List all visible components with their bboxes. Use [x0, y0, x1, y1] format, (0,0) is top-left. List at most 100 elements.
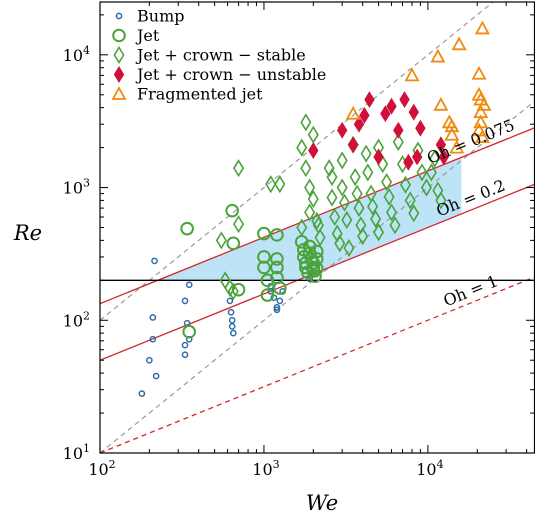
data-point — [323, 159, 335, 178]
data-point — [304, 203, 316, 222]
data-point — [138, 390, 146, 397]
data-point — [403, 153, 414, 171]
data-point — [474, 129, 490, 143]
series-5 — [345, 20, 492, 154]
data-point — [347, 136, 359, 154]
data-point — [357, 227, 369, 246]
data-point — [265, 175, 277, 194]
legend-marker — [113, 45, 125, 65]
legend-label: Jet — [135, 26, 160, 45]
data-point — [267, 288, 275, 295]
data-point — [444, 118, 460, 133]
y-tick-label: 104 — [63, 44, 90, 65]
data-point — [181, 351, 189, 359]
data-point — [343, 239, 355, 258]
data-point — [185, 281, 193, 289]
data-point — [226, 236, 241, 251]
data-point — [226, 297, 234, 305]
data-point — [307, 189, 319, 209]
data-point — [233, 215, 245, 234]
legend-label: Jet + crown − stable — [135, 46, 306, 65]
series-2 — [180, 203, 324, 339]
data-point — [146, 356, 153, 364]
data-point — [433, 96, 449, 111]
data-point — [307, 125, 319, 144]
data-point — [181, 297, 189, 305]
data-point — [314, 228, 326, 247]
data-point — [399, 175, 412, 194]
data-point — [353, 115, 365, 133]
data-point — [149, 314, 157, 321]
data-point — [399, 91, 410, 109]
data-point — [359, 106, 370, 124]
data-point — [438, 148, 449, 166]
data-point — [386, 97, 397, 115]
data-point — [351, 184, 363, 203]
data-point — [181, 341, 189, 349]
data-point — [451, 36, 467, 51]
data-point — [152, 372, 160, 380]
data-point — [404, 67, 420, 82]
data-point — [260, 273, 275, 288]
data-point — [225, 203, 239, 218]
data-point — [309, 252, 324, 266]
legend-marker — [113, 66, 125, 83]
data-point — [404, 191, 416, 210]
y-tick-label: 102 — [63, 309, 90, 330]
data-point — [416, 163, 428, 182]
data-point — [228, 322, 236, 330]
y-axis-label: Re — [13, 221, 42, 245]
data-point — [309, 244, 324, 259]
data-point — [444, 126, 460, 141]
data-point — [309, 261, 324, 276]
x-axis-label: We — [306, 491, 338, 515]
data-point — [227, 282, 239, 301]
data-point — [408, 103, 419, 121]
oh-annotation: Oh = 1 — [441, 271, 501, 310]
data-point — [336, 178, 348, 197]
data-point — [420, 178, 433, 197]
data-point — [336, 121, 348, 139]
data-point — [389, 216, 401, 235]
data-point — [415, 119, 426, 137]
data-point — [380, 105, 391, 123]
legend-label: Bump — [137, 7, 184, 26]
data-point — [304, 178, 316, 197]
data-point — [270, 260, 284, 275]
guide-line-1 — [100, 100, 535, 453]
data-point — [345, 105, 361, 120]
data-point — [270, 228, 284, 242]
data-point — [227, 308, 235, 316]
y-tick-label: 101 — [63, 442, 90, 463]
data-point — [336, 151, 348, 170]
data-point — [215, 231, 227, 250]
data-point — [260, 288, 275, 302]
legend-label: Fragmented jet — [137, 85, 263, 104]
data-point — [392, 133, 404, 152]
data-point — [411, 148, 423, 166]
data-point — [151, 257, 158, 265]
oh-line — [100, 276, 535, 453]
data-point — [308, 269, 322, 283]
data-point — [257, 260, 271, 275]
data-point — [408, 204, 420, 223]
data-point — [308, 142, 319, 160]
data-point — [311, 211, 323, 230]
data-point — [270, 252, 284, 266]
data-point — [353, 199, 365, 218]
data-point — [182, 324, 197, 339]
data-point — [383, 187, 395, 206]
data-point — [393, 121, 404, 139]
data-point — [360, 144, 372, 163]
data-point — [329, 207, 341, 227]
data-point — [471, 86, 487, 101]
data-point — [296, 138, 308, 157]
data-point — [471, 65, 487, 80]
data-point — [425, 163, 437, 182]
data-point — [430, 48, 446, 63]
data-point — [370, 209, 382, 228]
axis-labels: We Re — [13, 221, 338, 515]
data-point — [373, 148, 384, 166]
